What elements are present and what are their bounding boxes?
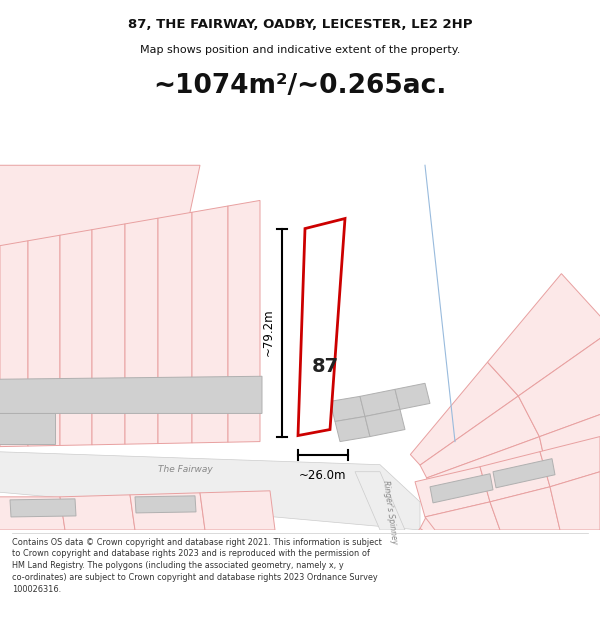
- Polygon shape: [430, 481, 550, 512]
- Polygon shape: [130, 493, 205, 530]
- Polygon shape: [518, 557, 600, 625]
- Polygon shape: [420, 396, 539, 478]
- Text: The Fairway: The Fairway: [158, 465, 212, 474]
- Text: ~26.0m: ~26.0m: [299, 469, 347, 482]
- Polygon shape: [480, 452, 550, 502]
- Text: Ringer's Spinney: Ringer's Spinney: [381, 479, 399, 544]
- Polygon shape: [540, 436, 600, 487]
- Polygon shape: [539, 397, 600, 481]
- Polygon shape: [298, 219, 345, 436]
- Polygon shape: [158, 213, 192, 444]
- Polygon shape: [60, 229, 92, 446]
- Text: 87, THE FAIRWAY, OADBY, LEICESTER, LE2 2HP: 87, THE FAIRWAY, OADBY, LEICESTER, LE2 2…: [128, 18, 472, 31]
- Polygon shape: [0, 414, 55, 444]
- Text: Map shows position and indicative extent of the property.: Map shows position and indicative extent…: [140, 45, 460, 55]
- Polygon shape: [0, 497, 65, 530]
- Polygon shape: [355, 472, 405, 530]
- Text: ~79.2m: ~79.2m: [262, 309, 275, 356]
- Polygon shape: [228, 201, 260, 442]
- Polygon shape: [493, 459, 555, 488]
- Polygon shape: [518, 330, 600, 437]
- Polygon shape: [360, 389, 400, 416]
- Polygon shape: [539, 512, 600, 596]
- Polygon shape: [487, 274, 600, 396]
- Polygon shape: [550, 472, 600, 530]
- Polygon shape: [92, 224, 125, 445]
- Polygon shape: [410, 362, 518, 465]
- Polygon shape: [425, 502, 500, 530]
- Polygon shape: [330, 396, 365, 421]
- Polygon shape: [200, 491, 275, 530]
- Polygon shape: [427, 502, 550, 557]
- Polygon shape: [0, 376, 262, 414]
- Polygon shape: [0, 452, 420, 530]
- Text: 87: 87: [311, 357, 338, 376]
- Polygon shape: [0, 241, 28, 447]
- Polygon shape: [60, 495, 135, 530]
- Polygon shape: [415, 467, 490, 517]
- Polygon shape: [490, 487, 560, 530]
- Polygon shape: [125, 218, 158, 444]
- Polygon shape: [0, 165, 200, 256]
- Polygon shape: [135, 496, 196, 513]
- Polygon shape: [410, 529, 518, 625]
- Polygon shape: [398, 539, 487, 625]
- Text: ~1074m²/~0.265ac.: ~1074m²/~0.265ac.: [154, 73, 446, 99]
- Polygon shape: [335, 416, 370, 442]
- Polygon shape: [420, 516, 539, 598]
- Polygon shape: [192, 206, 228, 443]
- Polygon shape: [10, 499, 76, 517]
- Polygon shape: [430, 474, 493, 503]
- Text: Contains OS data © Crown copyright and database right 2021. This information is : Contains OS data © Crown copyright and d…: [12, 538, 382, 594]
- Polygon shape: [365, 409, 405, 436]
- Polygon shape: [28, 235, 60, 446]
- Polygon shape: [550, 471, 600, 522]
- Polygon shape: [427, 437, 550, 492]
- Polygon shape: [487, 598, 600, 625]
- Polygon shape: [395, 383, 430, 409]
